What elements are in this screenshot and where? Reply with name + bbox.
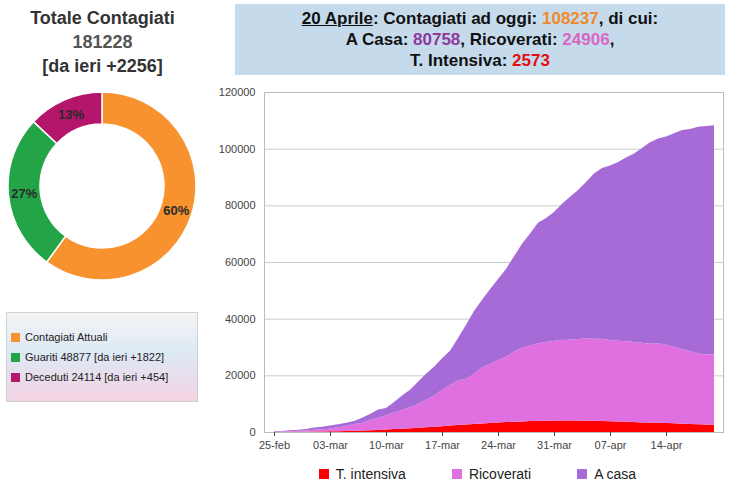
svg-text:25-feb: 25-feb bbox=[259, 439, 290, 451]
svg-text:24-mar: 24-mar bbox=[481, 439, 516, 451]
svg-text:10-mar: 10-mar bbox=[369, 439, 404, 451]
html-text:T. Intensiva: 2573: T. Intensiva: 2573 bbox=[410, 51, 550, 70]
html-text:Contagiati Attuali: Contagiati Attuali bbox=[25, 331, 108, 343]
html-text:Deceduti 24114 [da ieri +454]: Deceduti 24114 [da ieri +454] bbox=[25, 371, 169, 383]
svg-text:14-apr: 14-apr bbox=[651, 439, 683, 451]
html-text:T. intensiva: T. intensiva bbox=[335, 466, 406, 482]
svg-text:17-mar: 17-mar bbox=[425, 439, 460, 451]
svg-text:03-mar: 03-mar bbox=[313, 439, 348, 451]
svg-text:80000: 80000 bbox=[225, 199, 256, 211]
svg-text:07-apr: 07-apr bbox=[595, 439, 627, 451]
svg-text:20000: 20000 bbox=[225, 369, 256, 381]
svg-text:13%: 13% bbox=[58, 107, 84, 122]
svg-text:120000: 120000 bbox=[219, 86, 256, 98]
svg-text:40000: 40000 bbox=[225, 313, 256, 325]
html-text:A casa: A casa bbox=[594, 466, 637, 482]
html-text:Ricoverati: Ricoverati bbox=[468, 466, 532, 482]
html-text:Totale Contagiati: Totale Contagiati bbox=[30, 8, 175, 28]
svg-text:60%: 60% bbox=[163, 203, 189, 218]
html-text:Guariti 48877 [da ieri +1822]: Guariti 48877 [da ieri +1822] bbox=[25, 351, 165, 363]
svg-text:0: 0 bbox=[249, 426, 255, 438]
svg-text:31-mar: 31-mar bbox=[537, 439, 572, 451]
html-text:20 Aprile: Contagiati ad oggi:: 20 Aprile: Contagiati ad oggi: 108237, d… bbox=[301, 9, 659, 28]
html-text:181228: 181228 bbox=[72, 32, 133, 52]
svg-text:60000: 60000 bbox=[225, 256, 256, 268]
svg-text:100000: 100000 bbox=[219, 143, 256, 155]
html-text:[da ieri +2256]: [da ieri +2256] bbox=[42, 56, 163, 76]
html-text:A Casa: 80758, Ricoverati: 249: A Casa: 80758, Ricoverati: 24906, bbox=[345, 30, 615, 49]
svg-text:27%: 27% bbox=[11, 186, 37, 201]
